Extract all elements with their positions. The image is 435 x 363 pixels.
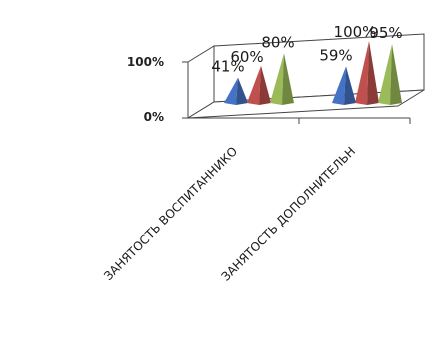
pyramid-s1-c1-right-face bbox=[236, 77, 248, 105]
data-label-s1-c1: 41% bbox=[211, 58, 244, 76]
pyramid-s2-c2-left-face bbox=[355, 41, 369, 105]
y-tick-label-bottom: 0% bbox=[144, 110, 164, 124]
pyramid-s2-c1-right-face bbox=[259, 65, 271, 105]
y-tick-label-top: 100% bbox=[127, 55, 164, 69]
pyramid-s3-c2-left-face bbox=[378, 44, 392, 105]
pyramid-s1-c2-left-face bbox=[332, 66, 346, 105]
pyramid-s2-c1-left-face bbox=[247, 65, 261, 105]
data-label-s2-c1: 60% bbox=[230, 48, 263, 66]
pyramid-s2-c2-right-face bbox=[367, 41, 379, 105]
data-label-s3-c2: 95% bbox=[369, 24, 402, 42]
pyramid-s1-c1-left-face bbox=[224, 77, 238, 105]
pyramid-s3-c1-left-face bbox=[270, 53, 284, 105]
data-labels: 41%60%80% 59% 100%95% bbox=[211, 23, 402, 76]
data-label-s2-c2: 100% bbox=[334, 23, 377, 41]
pyramid-s1-c2-right-face bbox=[344, 66, 356, 105]
category-label-1: ЗАНЯТОСТЬ ВОСПИТАННИКО bbox=[101, 144, 240, 283]
data-marks bbox=[224, 41, 402, 105]
data-label-s1-c2: 59% bbox=[319, 46, 352, 64]
category-label-2: ЗАНЯТОСТЬ ДОПОЛНИТЕЛЬН bbox=[219, 144, 359, 284]
pyramid-s3-c1-right-face bbox=[282, 53, 294, 105]
data-label-s3-c1: 80% bbox=[261, 33, 294, 51]
pyramid-s3-c2-right-face bbox=[390, 44, 402, 105]
